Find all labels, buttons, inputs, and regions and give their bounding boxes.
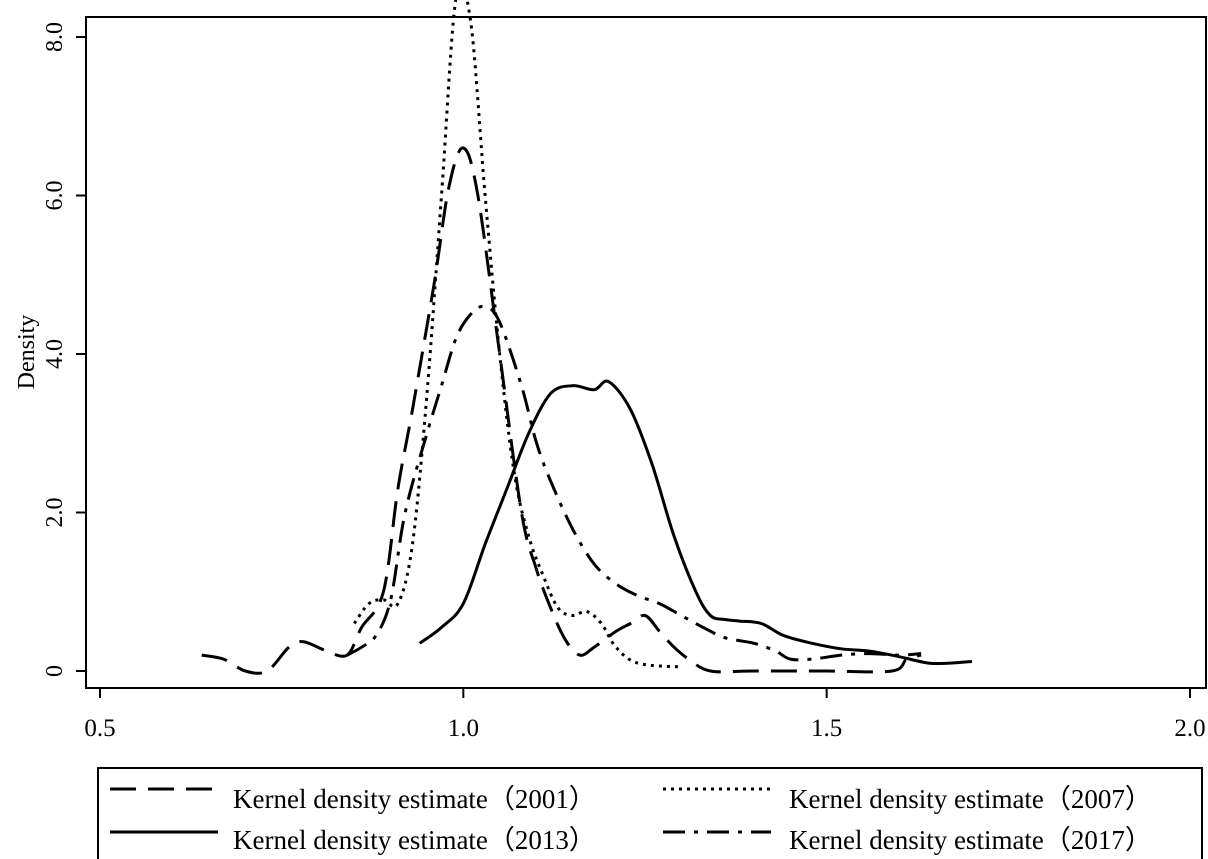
legend-label-2017: Kernel density estimate（2017） [789, 825, 1152, 855]
x-tick-label: 1.0 [448, 715, 479, 742]
y-axis-label: Density [14, 315, 40, 390]
legend-label-2013: Kernel density estimate（2013） [233, 825, 596, 855]
series-line-2013 [418, 379, 973, 666]
x-tick-label: 0.5 [84, 715, 115, 742]
legend-box [97, 767, 1203, 859]
x-tick-label: 2.0 [1174, 715, 1205, 742]
y-tick-label: 2.0 [42, 498, 68, 528]
x-axis-ticks: 0.5 1.0 1.5 2.0 [84, 688, 1206, 742]
series-line-2001 [201, 146, 922, 675]
legend: Kernel density estimate（2001） Kernel den… [97, 767, 1203, 859]
legend-label-2001: Kernel density estimate（2001） [233, 784, 596, 814]
y-tick-label: 6.0 [42, 181, 68, 211]
plot-frame [85, 16, 1207, 689]
legend-label-2007: Kernel density estimate（2007） [789, 784, 1152, 814]
series-line-2007 [353, 0, 682, 669]
y-tick-label: 8.0 [42, 22, 68, 52]
x-tick-label: 1.5 [811, 715, 842, 742]
series-layer [201, 0, 973, 675]
y-axis-ticks: 0 2.0 4.0 6.0 8.0 [42, 22, 86, 677]
series-line-2017 [346, 304, 922, 662]
y-tick-label: 4.0 [42, 339, 68, 369]
y-tick-label: 0 [42, 665, 68, 677]
